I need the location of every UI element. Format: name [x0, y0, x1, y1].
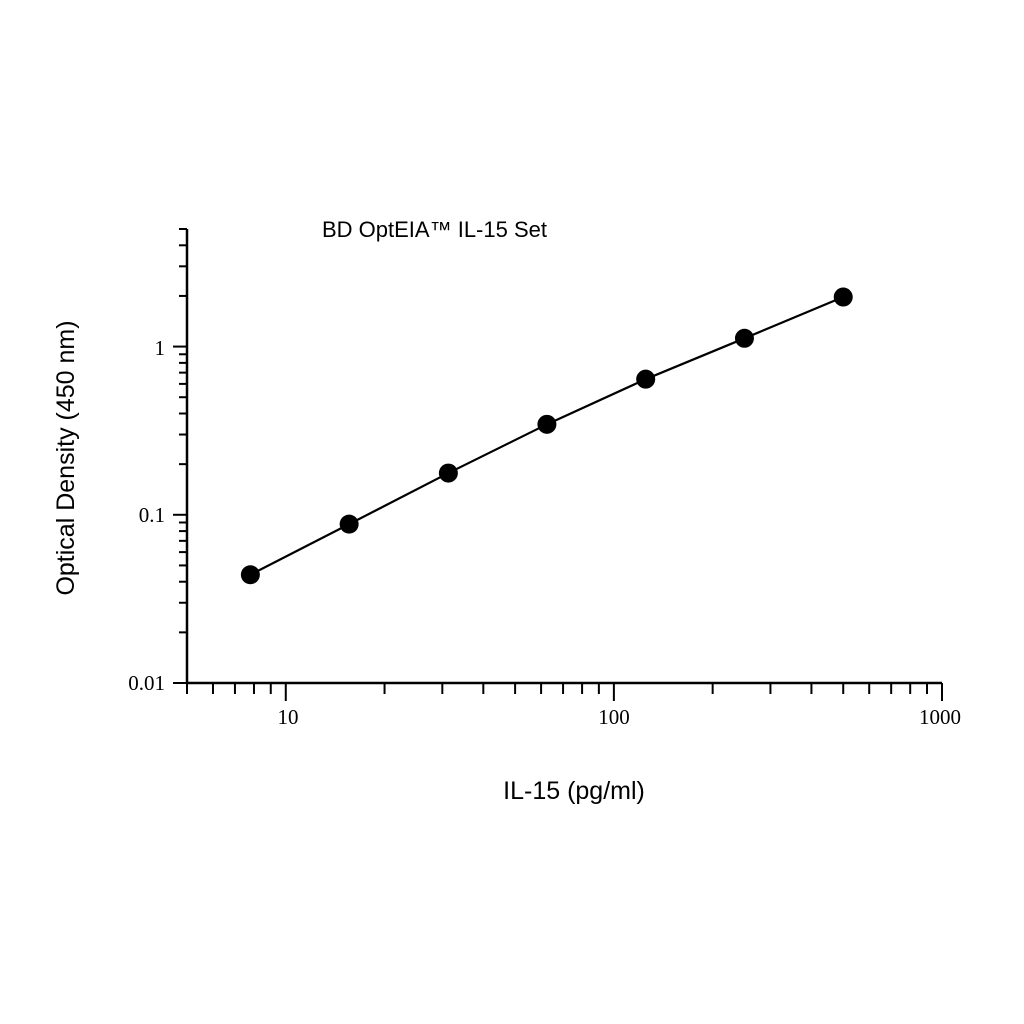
data-point	[833, 287, 853, 307]
x-tick-label-1000: 1000	[919, 705, 961, 729]
y-tick-label-1: 1	[155, 336, 166, 360]
x-axis-ticks	[186, 683, 943, 701]
chart-title: BD OptEIA™ IL-15 Set	[322, 217, 547, 242]
y-tick-label-0.01: 0.01	[128, 671, 165, 695]
data-point	[240, 565, 260, 585]
data-point	[537, 414, 557, 434]
data-point	[339, 514, 359, 534]
x-axis-label: IL-15 (pg/ml)	[503, 777, 645, 805]
x-axis: 10 100 1000 IL-15 (pg/ml)	[186, 681, 961, 805]
x-tick-label-10: 10	[278, 705, 299, 729]
data-point	[636, 369, 656, 389]
data-point	[438, 463, 458, 483]
data-point	[734, 328, 754, 348]
y-axis-label: Optical Density (450 nm)	[52, 320, 80, 595]
plot-area	[240, 287, 853, 585]
x-tick-label-100: 100	[598, 705, 630, 729]
fit-line	[249, 296, 844, 576]
y-axis: 0.01 0.1 1 Optical Density (450 nm)	[52, 228, 189, 695]
y-tick-label-0.1: 0.1	[139, 503, 165, 527]
y-axis-ticks	[173, 228, 187, 684]
